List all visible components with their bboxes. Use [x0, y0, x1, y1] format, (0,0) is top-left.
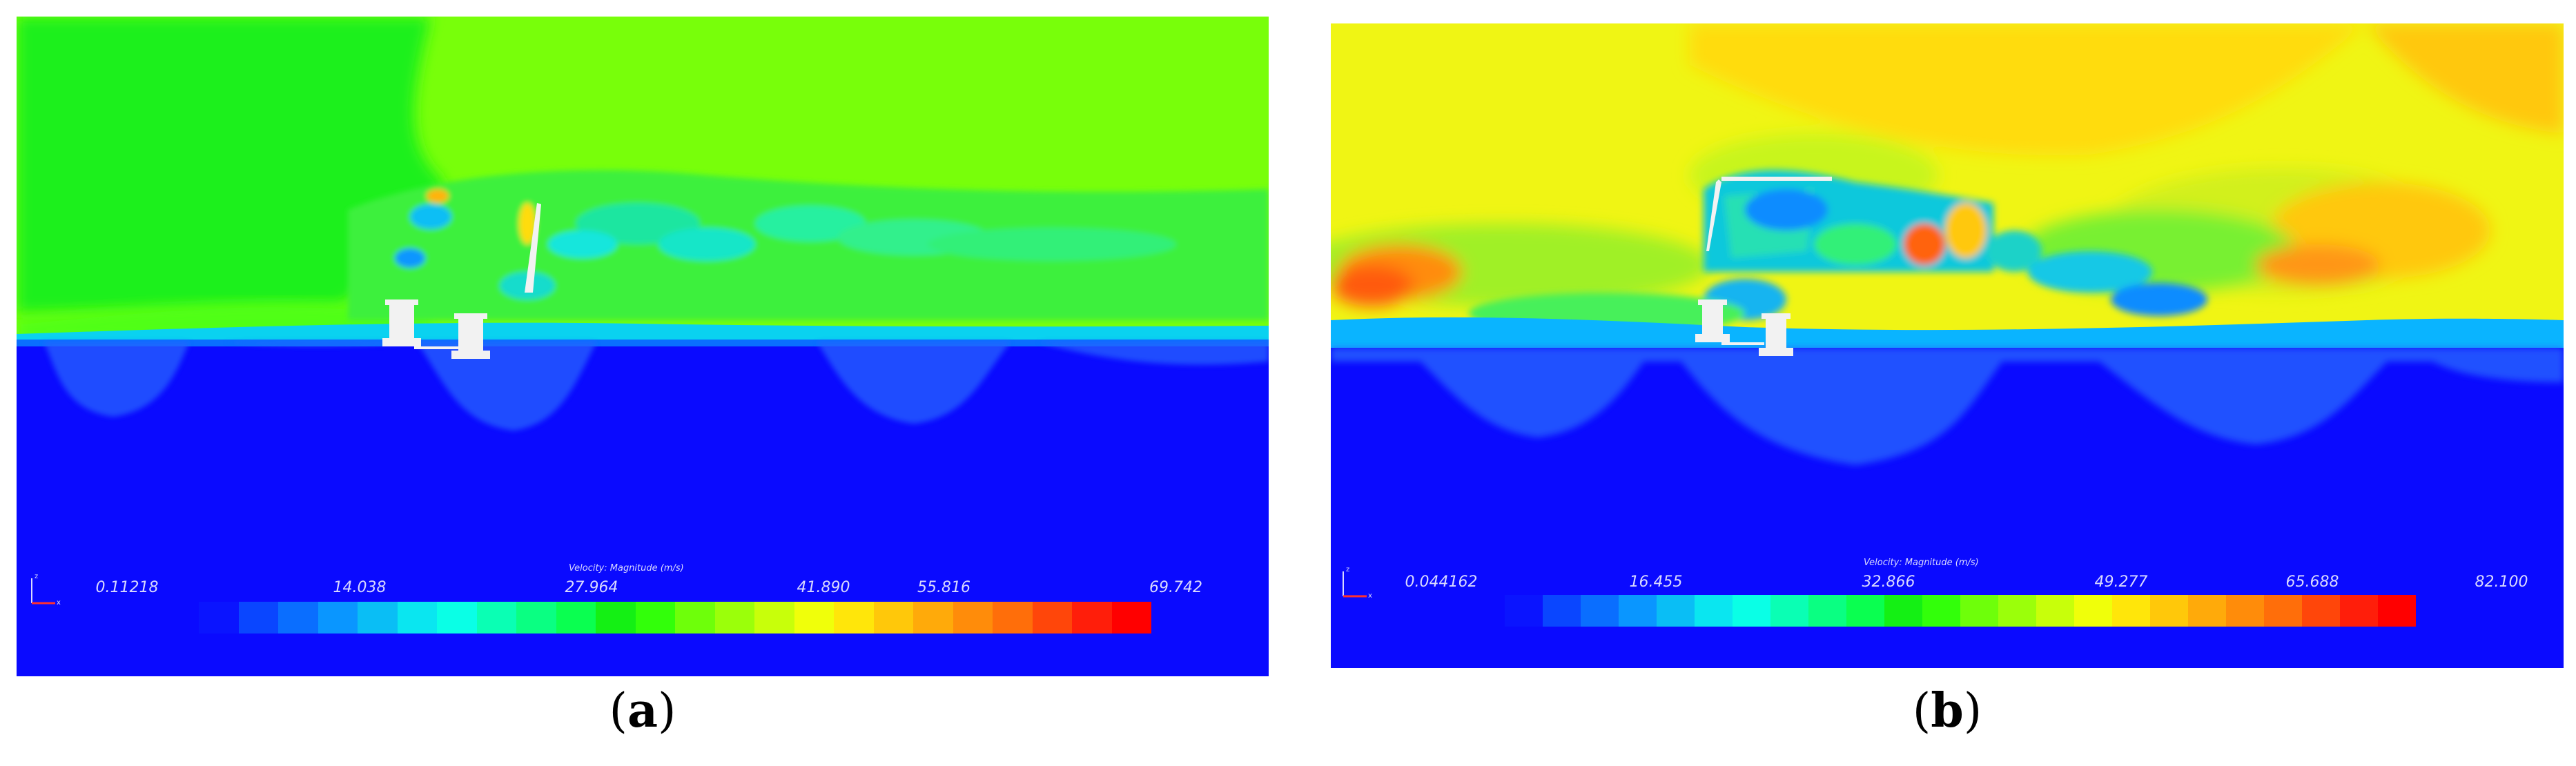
velocity-contour-plot-a	[17, 17, 1269, 676]
colorbar-tick-a-2: 27.964	[565, 579, 618, 596]
colorbar-swatch	[516, 602, 556, 634]
colorbar-swatch	[635, 602, 675, 634]
colorbar-swatch	[714, 602, 754, 634]
colorbar-swatch	[675, 602, 715, 634]
colorbar-swatch	[2074, 595, 2112, 627]
colorbar-swatch	[2378, 595, 2416, 627]
colorbar-title-a: Velocity: Magnitude (m/s)	[569, 563, 684, 573]
colorbar-swatch	[993, 602, 1033, 634]
svg-text:x: x	[1368, 592, 1372, 600]
colorbar-swatch	[1998, 595, 2036, 627]
svg-text:z: z	[35, 573, 38, 580]
colorbar-swatch	[358, 602, 398, 634]
colorbar-swatch	[1922, 595, 1960, 627]
colorbar-swatch	[1960, 595, 1998, 627]
colorbar-swatch	[1846, 595, 1884, 627]
colorbar-swatch	[834, 602, 874, 634]
colorbar-swatch	[1032, 602, 1072, 634]
colorbar-swatch	[1733, 595, 1770, 627]
colorbar-swatch	[318, 602, 358, 634]
colorbar-swatch	[953, 602, 993, 634]
colorbar-tick-a-3: 41.890	[797, 579, 850, 596]
colorbar-tick-b-2: 32.866	[1862, 573, 1915, 591]
colorbar-tick-a-0: 0.11218	[95, 579, 159, 596]
colorbar-tick-b-5: 82.100	[2475, 573, 2528, 591]
colorbar-swatch	[2264, 595, 2302, 627]
colorbar-title-b: Velocity: Magnitude (m/s)	[1864, 558, 1979, 568]
colorbar-swatch	[2036, 595, 2074, 627]
caption-a: (a)	[609, 683, 676, 738]
velocity-contour-plot-b	[1331, 23, 2564, 668]
colorbar-swatch	[437, 602, 477, 634]
colorbar-tick-a-5: 69.742	[1149, 579, 1202, 596]
colorbar-swatch	[1808, 595, 1846, 627]
velocity-field-panel-b: Velocity: Magnitude (m/s) 0.044162 16.45…	[1331, 23, 2564, 668]
colorbar-swatch	[2340, 595, 2378, 627]
colorbar-swatch	[913, 602, 953, 634]
colorbar-swatch	[1111, 602, 1151, 634]
colorbar-tick-b-1: 16.455	[1629, 573, 1683, 591]
colorbar-swatch	[1695, 595, 1733, 627]
colorbar-swatch	[2226, 595, 2264, 627]
axis-triad-icon: z x	[31, 573, 61, 607]
colorbar-swatch	[199, 602, 239, 634]
colorbar-tick-a-4: 55.816	[917, 579, 970, 596]
svg-text:x: x	[57, 599, 61, 607]
svg-text:z: z	[1346, 566, 1349, 573]
colorbar-swatch	[754, 602, 794, 634]
colorbar-swatch	[1581, 595, 1619, 627]
colorbar-swatch	[1619, 595, 1657, 627]
colorbar-b	[1505, 595, 2416, 627]
colorbar-swatch	[2302, 595, 2340, 627]
colorbar-swatch	[397, 602, 437, 634]
colorbar-swatch	[1505, 595, 1543, 627]
colorbar-swatch	[238, 602, 278, 634]
colorbar-swatch	[794, 602, 834, 634]
colorbar-tick-b-3: 49.277	[2094, 573, 2148, 591]
velocity-field-panel-a: Velocity: Magnitude (m/s) 0.11218 14.038…	[17, 17, 1269, 676]
colorbar-tick-a-1: 14.038	[333, 579, 387, 596]
colorbar-swatch	[873, 602, 913, 634]
colorbar-tick-b-4: 65.688	[2285, 573, 2339, 591]
caption-b: (b)	[1912, 683, 1982, 738]
axis-triad-icon: z x	[1343, 566, 1372, 600]
colorbar-tick-b-0: 0.044162	[1405, 573, 1478, 591]
colorbar-swatch	[1072, 602, 1112, 634]
colorbar-swatch	[596, 602, 636, 634]
colorbar-swatch	[2150, 595, 2188, 627]
colorbar-swatch	[1657, 595, 1695, 627]
colorbar-swatch	[2188, 595, 2226, 627]
colorbar-swatch	[278, 602, 318, 634]
colorbar-swatch	[1543, 595, 1581, 627]
colorbar-swatch	[2112, 595, 2150, 627]
colorbar-a	[199, 602, 1151, 634]
colorbar-swatch	[476, 602, 516, 634]
colorbar-swatch	[1770, 595, 1808, 627]
colorbar-swatch	[556, 602, 596, 634]
colorbar-swatch	[1884, 595, 1922, 627]
